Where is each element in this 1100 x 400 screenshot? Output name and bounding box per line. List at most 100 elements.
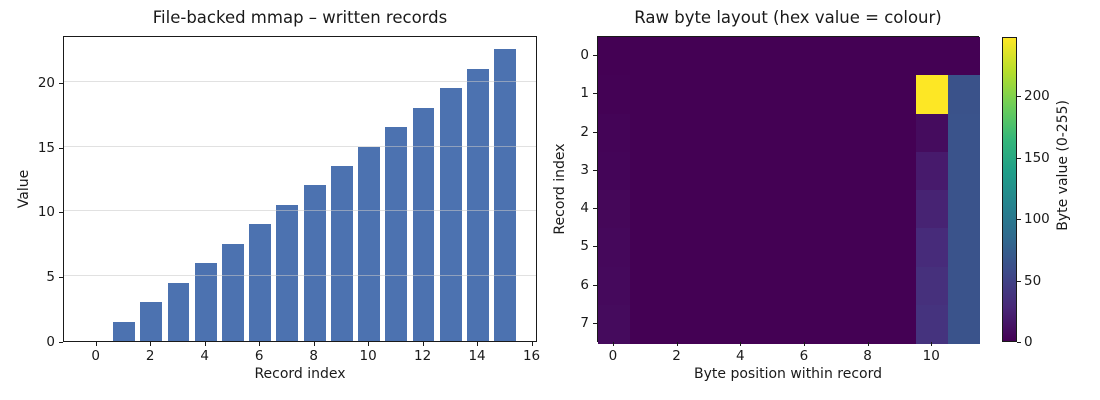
y-tick-label: 10 — [37, 204, 55, 221]
bar — [330, 165, 353, 341]
colorbar-tick-mark — [1017, 280, 1021, 282]
heatmap-cell — [661, 151, 694, 191]
colorbar-tick-label: 50 — [1024, 272, 1042, 289]
x-tick-label: 8 — [863, 348, 872, 364]
x-tick-mark — [150, 342, 152, 346]
y-tick-mark — [593, 93, 597, 95]
heatmap-cell — [629, 113, 663, 153]
bar — [276, 204, 299, 341]
heatmap-cell — [948, 304, 981, 344]
heatmap-cell — [948, 190, 981, 229]
y-tick-mark — [59, 277, 63, 279]
colorbar-tick-mark — [1017, 219, 1021, 221]
heatmap-cell — [598, 75, 631, 114]
heatmap-cell — [598, 266, 631, 306]
x-tick-label: 0 — [91, 348, 100, 364]
heatmap-cell — [725, 266, 758, 306]
bar — [113, 321, 135, 341]
x-tick-label: 14 — [468, 348, 486, 364]
bar-chart-title: File-backed mmap – written records — [152, 8, 448, 27]
y-tick-mark — [593, 284, 597, 286]
heatmap-cell — [757, 266, 790, 306]
colorbar-label: Byte value (0-255) — [1055, 100, 1071, 231]
heatmap-cell — [884, 75, 917, 114]
heatmap-cell — [598, 228, 631, 267]
heatmap-cell — [789, 151, 822, 191]
heatmap-cell — [661, 190, 694, 229]
heatmap-cell — [884, 266, 917, 306]
heatmap-cell — [725, 228, 758, 267]
heatmap-cell — [725, 190, 758, 229]
bar — [467, 68, 489, 341]
heatmap-cell — [948, 113, 981, 153]
heatmap-cell — [725, 304, 758, 344]
y-tick-mark — [59, 212, 63, 214]
y-tick-label: 0 — [580, 47, 589, 64]
x-tick-label: 2 — [672, 348, 681, 364]
bar — [412, 107, 435, 341]
bar — [494, 49, 517, 341]
heatmap-cell — [629, 190, 663, 229]
y-tick-label: 2 — [580, 123, 589, 140]
heatmap-cell — [916, 228, 949, 267]
y-tick-mark — [59, 82, 63, 84]
heatmap-cell — [916, 190, 949, 229]
heatmap-cell — [661, 228, 694, 267]
heatmap-cell — [948, 37, 981, 76]
heatmap-cell — [916, 304, 949, 344]
heatmap-cell — [789, 266, 822, 306]
x-tick-mark — [204, 342, 206, 346]
heatmap-cell — [598, 190, 631, 229]
heatmap-cell — [820, 266, 854, 306]
bar-chart-xlabel: Record index — [254, 366, 346, 382]
x-tick-mark — [867, 342, 869, 346]
heatmap-cell — [598, 304, 631, 344]
heatmap-cell — [948, 151, 981, 191]
y-tick-label: 20 — [37, 74, 55, 91]
y-tick-label: 6 — [580, 276, 589, 293]
y-tick-mark — [593, 55, 597, 57]
heatmap-cell — [820, 190, 854, 229]
heatmap-cell — [852, 228, 885, 267]
heatmap-title: Raw byte layout (hex value = colour) — [634, 8, 942, 27]
colorbar-tick-label: 0 — [1024, 334, 1033, 350]
heatmap-cell — [598, 113, 631, 153]
heatmap-cell — [629, 37, 663, 76]
heatmap-cell — [820, 304, 854, 344]
heatmap-cell — [629, 75, 663, 114]
x-tick-label: 4 — [200, 348, 209, 364]
bar-chart-plot-area — [63, 36, 537, 342]
heatmap-ylabel: Record index — [552, 143, 568, 235]
heatmap-cell — [852, 266, 885, 306]
heatmap-cell — [725, 75, 758, 114]
heatmap-cell — [852, 75, 885, 114]
x-tick-mark — [803, 342, 805, 346]
heatmap-cell — [916, 37, 949, 76]
heatmap-cell — [884, 37, 917, 76]
x-tick-label: 6 — [799, 348, 809, 364]
heatmap-cell — [598, 151, 631, 191]
heatmap-cell — [948, 266, 981, 306]
colorbar-tick-label: 200 — [1024, 88, 1050, 105]
x-tick-mark — [259, 342, 261, 346]
heatmap-cell — [789, 304, 822, 344]
heatmap-cell — [757, 190, 790, 229]
heatmap-cell — [916, 75, 949, 114]
x-tick-mark — [477, 342, 479, 346]
heatmap-cell — [884, 113, 917, 153]
heatmap-cell — [757, 228, 790, 267]
heatmap-cell — [661, 75, 694, 114]
x-tick-mark — [931, 342, 933, 346]
heatmap-cell — [820, 113, 854, 153]
bar-chart-ylabel: Value — [16, 169, 32, 209]
x-tick-label: 6 — [254, 348, 264, 364]
bar — [303, 185, 326, 341]
heatmap-cell — [725, 37, 758, 76]
y-tick-label: 15 — [37, 139, 55, 156]
bar — [167, 282, 190, 341]
heatmap-cell — [820, 151, 854, 191]
heatmap-cell — [852, 113, 885, 153]
heatmap-cell — [629, 304, 663, 344]
heatmap-cell — [852, 37, 885, 76]
x-tick-label: 4 — [735, 348, 745, 364]
